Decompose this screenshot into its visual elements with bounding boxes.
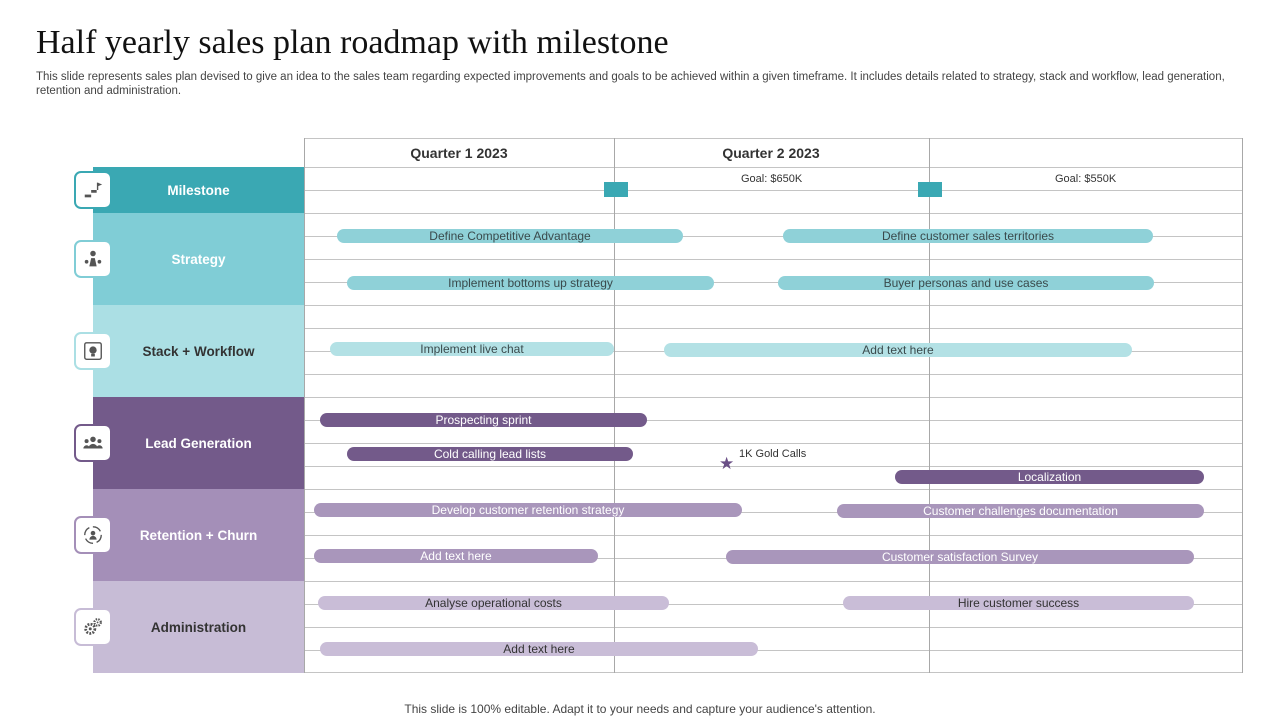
category-label: Lead Generation xyxy=(145,435,252,451)
task-bar: Add text here xyxy=(664,343,1132,357)
milestone-label: 1K Gold Calls xyxy=(739,448,807,460)
task-bar: Define customer sales territories xyxy=(783,229,1153,243)
lightbulb-icon xyxy=(74,332,112,370)
footer-note: This slide is 100% editable. Adapt it to… xyxy=(404,702,876,716)
category-label: Strategy xyxy=(171,251,226,267)
task-bar: Add text here xyxy=(314,549,598,563)
task-bar: Customer satisfaction Survey xyxy=(726,550,1194,564)
quarter-label: Quarter 2 2023 xyxy=(722,145,820,161)
grid-line xyxy=(304,138,305,673)
category-label: Stack + Workflow xyxy=(142,343,255,359)
task-bar: Localization xyxy=(895,470,1204,484)
grid-line xyxy=(304,443,1242,444)
task-bar: Analyse operational costs xyxy=(318,596,669,610)
task-bar: Prospecting sprint xyxy=(320,413,647,427)
task-bar: Add text here xyxy=(320,642,758,656)
grid-line xyxy=(304,581,1242,582)
grid-line xyxy=(304,190,1242,191)
category-administration: Administration xyxy=(93,581,304,673)
grid-line xyxy=(1242,138,1243,673)
category-label: Retention + Churn xyxy=(139,527,258,543)
grid-line xyxy=(304,535,1242,536)
grid-line xyxy=(304,167,1242,168)
chess-strategy-icon xyxy=(74,240,112,278)
goal-label: Goal: $550K xyxy=(1055,173,1117,185)
grid-line xyxy=(304,374,1242,375)
grid-line xyxy=(304,138,1242,139)
grid-line xyxy=(304,466,1242,467)
star-icon: ★ xyxy=(719,454,735,473)
grid-line xyxy=(304,420,1242,421)
category-milestone: Milestone xyxy=(93,167,304,213)
milestone-marker xyxy=(918,182,942,197)
grid-line xyxy=(304,650,1242,651)
task-bar: Define Competitive Advantage xyxy=(337,229,683,243)
gears-icon xyxy=(74,608,112,646)
task-bar: Develop customer retention strategy xyxy=(314,503,742,517)
grid-line xyxy=(304,282,1242,283)
page-title: Half yearly sales plan roadmap with mile… xyxy=(36,24,669,61)
task-bar: Implement live chat xyxy=(330,342,614,356)
grid-line xyxy=(929,138,930,673)
page-subtitle: This slide represents sales plan devised… xyxy=(36,71,1225,97)
grid-line xyxy=(304,328,1242,329)
task-bar: Customer challenges documentation xyxy=(837,504,1204,518)
category-stack-workflow: Stack + Workflow xyxy=(93,305,304,397)
task-bar: Implement bottoms up strategy xyxy=(347,276,714,290)
grid-line xyxy=(304,604,1242,605)
category-label: Milestone xyxy=(167,182,230,198)
grid-line xyxy=(304,236,1242,237)
task-bar: Cold calling lead lists xyxy=(347,447,633,461)
grid-line xyxy=(304,305,1242,306)
task-bar: Hire customer success xyxy=(843,596,1194,610)
category-retention-churn: Retention + Churn xyxy=(93,489,304,581)
grid-line xyxy=(304,489,1242,490)
grid-line xyxy=(304,512,1242,513)
grid-line xyxy=(304,259,1242,260)
grid-line xyxy=(93,672,1242,673)
milestone-marker xyxy=(604,182,628,197)
retention-cycle-icon xyxy=(74,516,112,554)
grid-line xyxy=(614,138,615,673)
grid-line xyxy=(304,627,1242,628)
flag-steps-icon xyxy=(74,171,112,209)
grid-line xyxy=(304,213,1242,214)
goal-label: Goal: $650K xyxy=(741,173,803,185)
team-icon xyxy=(74,424,112,462)
task-bar: Buyer personas and use cases xyxy=(778,276,1154,290)
grid-line xyxy=(304,397,1242,398)
quarter-label: Quarter 1 2023 xyxy=(410,145,508,161)
category-lead-generation: Lead Generation xyxy=(93,397,304,489)
category-strategy: Strategy xyxy=(93,213,304,305)
category-label: Administration xyxy=(150,619,247,635)
